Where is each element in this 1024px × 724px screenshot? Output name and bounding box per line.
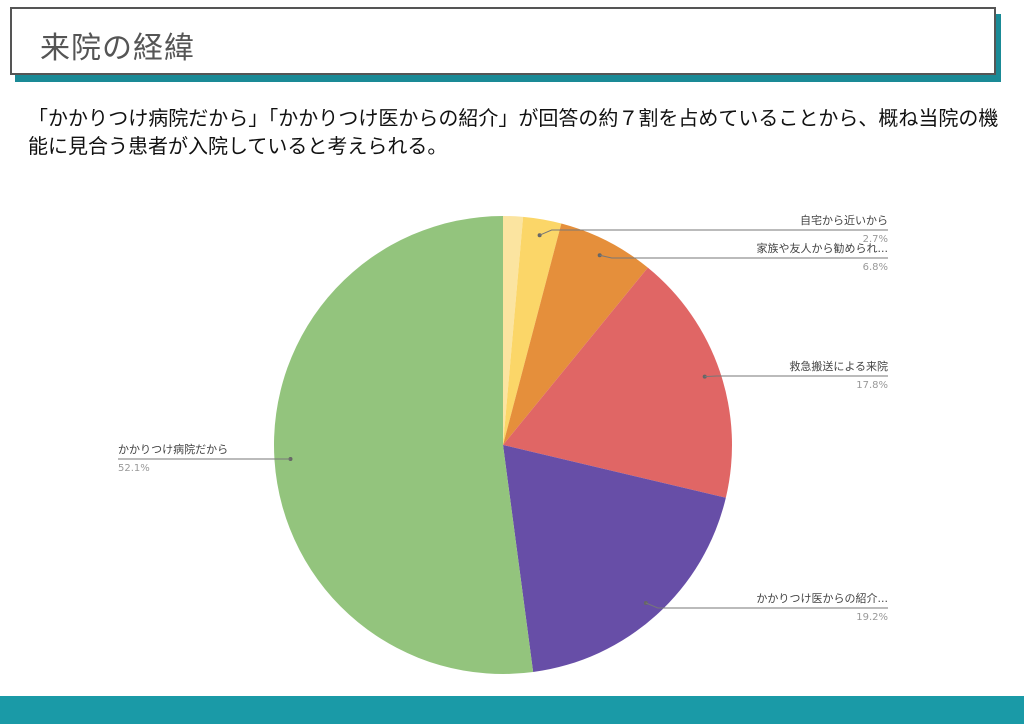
- slice-label: 自宅から近いから: [800, 213, 888, 227]
- page-title: 来院の経緯: [40, 31, 195, 66]
- slice-label: かかりつけ病院だから: [118, 442, 228, 456]
- leader-line: [539, 229, 888, 236]
- leader-line: [704, 375, 888, 378]
- pie-slice: [503, 216, 524, 445]
- slice-percent: 52.1%: [118, 463, 150, 474]
- title-box: 来院の経緯: [10, 7, 996, 75]
- pie-slice: [503, 223, 648, 445]
- slice-label: かかりつけ医からの紹介...: [756, 592, 888, 605]
- leader-line: [599, 254, 888, 259]
- slice-label: 家族や友人から勧められ...: [757, 241, 889, 255]
- slice-percent: 19.2%: [856, 612, 888, 623]
- pie-slice: [273, 216, 534, 674]
- pie-slices: [273, 216, 732, 674]
- slice-percent: 6.8%: [863, 262, 888, 273]
- pie-slice: [503, 216, 562, 445]
- pie-slice: [503, 267, 732, 498]
- slice-label: 救急搬送による来院: [789, 359, 888, 373]
- slice-percent: 2.7%: [863, 234, 888, 245]
- description-text: 「かかりつけ病院だから」「かかりつけ医からの紹介」が回答の約７割を占めていること…: [28, 106, 999, 158]
- leader-line: [645, 602, 888, 609]
- pie-slice: [503, 445, 726, 673]
- bottom-bar: [0, 696, 1024, 724]
- pie-labels: 自宅から近いから 2.7%家族や友人から勧められ... 6.8% 救急搬送による来院 1…: [118, 213, 888, 623]
- pie-leader-lines: [117, 229, 888, 609]
- slice-percent: 17.8%: [856, 380, 888, 391]
